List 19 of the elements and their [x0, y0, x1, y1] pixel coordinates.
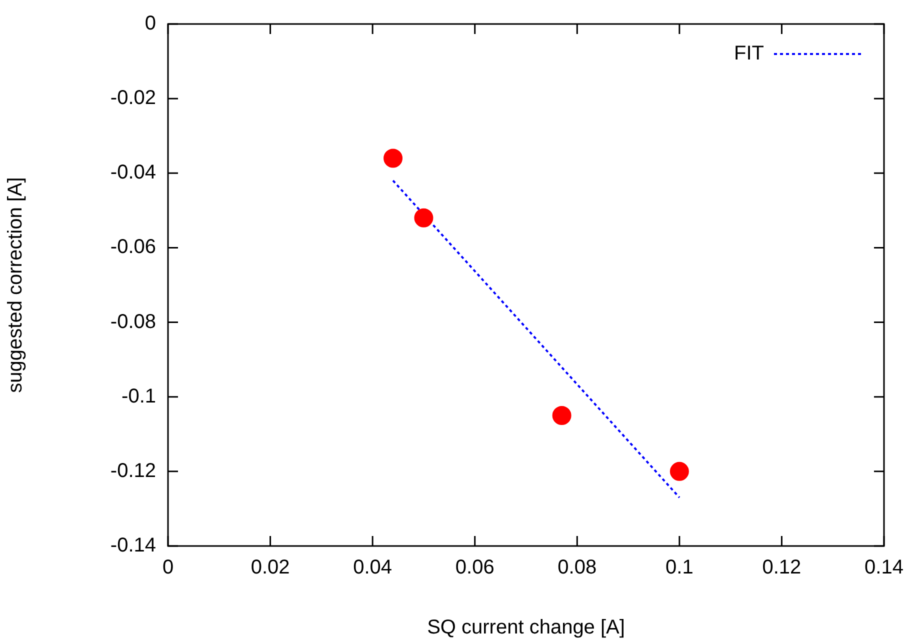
y-tick-label: -0.06 — [110, 236, 156, 258]
x-tick-label: 0 — [162, 556, 174, 579]
legend-label: FIT — [734, 42, 764, 65]
y-tick-label: -0.14 — [110, 534, 156, 557]
x-axis-title: SQ current change [A] — [427, 616, 625, 639]
x-tick-label: 0.12 — [762, 556, 802, 579]
y-tick-label: -0.1 — [122, 385, 156, 408]
y-tick-label: -0.12 — [110, 460, 156, 482]
y-tick-label: -0.02 — [110, 87, 156, 110]
y-tick-label: -0.04 — [110, 162, 156, 184]
x-tick-label: 0.04 — [353, 556, 392, 579]
x-tick-label: 0.02 — [250, 556, 290, 579]
x-tick-label: 0.08 — [558, 556, 597, 579]
x-tick-label: 0.06 — [455, 556, 494, 579]
x-tick-label: 0.1 — [666, 556, 694, 579]
y-axis-title: suggested correction [A] — [4, 177, 27, 393]
y-tick-label: -0.08 — [110, 310, 156, 333]
y-tick-label: 0 — [144, 12, 156, 35]
x-tick-label: 0.14 — [864, 556, 904, 579]
